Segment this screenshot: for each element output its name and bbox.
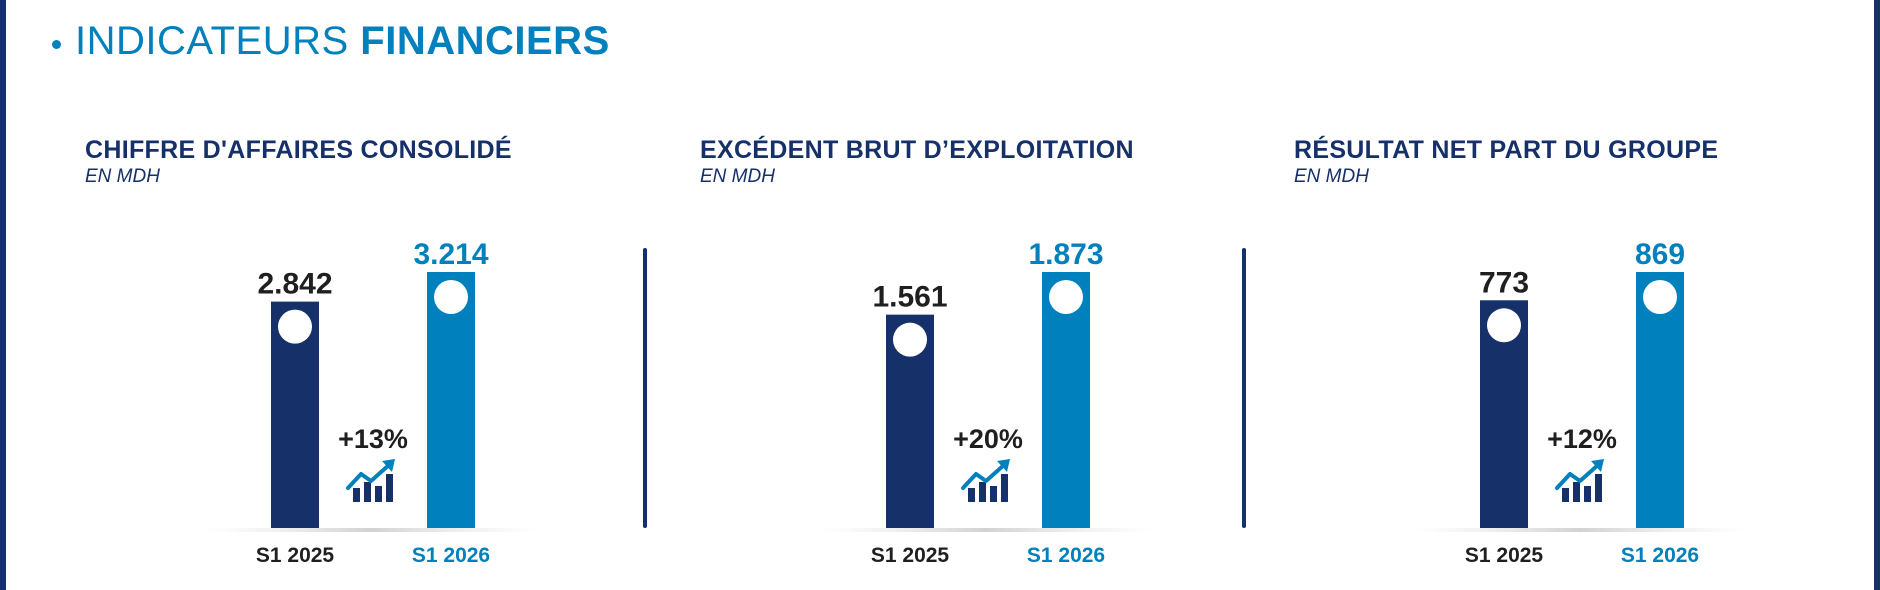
category-label: S1 2025 [1465, 544, 1544, 567]
icon-trend-line [346, 463, 391, 490]
icon-column [1595, 474, 1602, 502]
bar-value-label: 869 [1635, 238, 1685, 271]
icon-column [968, 488, 975, 502]
icon-column [1573, 482, 1580, 502]
page-header: INDICATEURS FINANCIERS [52, 16, 610, 66]
bar-dot-marker [893, 322, 927, 357]
page-title-light: INDICATEURS [75, 18, 349, 63]
title-bullet [52, 39, 61, 49]
change-percent-label: +20% [953, 424, 1023, 454]
page-title: INDICATEURS FINANCIERS [75, 19, 610, 64]
bar-value-label: 773 [1479, 266, 1529, 299]
bar-s1-2026 [1636, 272, 1684, 528]
icon-column [979, 482, 986, 502]
left-edge-bar [0, 0, 6, 590]
icon-column [364, 482, 371, 502]
bar-chart-net-income: 773 S1 2025 869 S1 2026 +12% [1414, 238, 1746, 567]
chart-panel-revenue: CHIFFRE D'AFFAIRES CONSOLIDÉ EN MDH 2.84… [85, 130, 645, 590]
chart-floor-shadow [820, 528, 1152, 532]
panel-divider-1 [643, 248, 647, 528]
panel-divider-2 [1242, 248, 1246, 528]
icon-arrow-head [997, 459, 1010, 472]
bar-value-label: 2.842 [257, 268, 332, 301]
bar-dot-marker [278, 309, 312, 344]
bar-chart-revenue: 2.842 S1 2025 3.214 S1 2026 +13% [205, 238, 537, 567]
page-title-bold: FINANCIERS [360, 18, 610, 63]
category-label: S1 2025 [871, 544, 950, 567]
icon-trend-line [1555, 463, 1600, 490]
icon-arrow-head [1591, 459, 1604, 472]
bar-dot-marker [1487, 308, 1521, 343]
icon-trend-line [961, 463, 1006, 490]
chart-growth-arrow-icon [1555, 459, 1604, 502]
chart-subtitle: EN MDH [1294, 166, 1369, 187]
bar-value-label: 3.214 [413, 238, 488, 271]
chart-title: EXCÉDENT BRUT D’EXPLOITATION [700, 136, 1134, 164]
icon-column [1584, 486, 1591, 502]
chart-title: RÉSULTAT NET PART DU GROUPE [1294, 136, 1719, 164]
bar-value-label: 1.561 [872, 281, 947, 314]
category-label: S1 2026 [1027, 544, 1105, 567]
chart-panel-ebitda: EXCÉDENT BRUT D’EXPLOITATION EN MDH 1.56… [700, 130, 1260, 590]
chart-panel-net-income: RÉSULTAT NET PART DU GROUPE EN MDH 773 S1… [1294, 130, 1854, 590]
chart-floor-shadow [1414, 528, 1746, 532]
chart-floor-shadow [205, 528, 537, 532]
chart-subtitle: EN MDH [700, 166, 775, 187]
bar-dot-marker [1643, 280, 1677, 314]
category-label: S1 2025 [256, 544, 335, 567]
bar-s1-2026 [427, 272, 475, 528]
bar-dot-marker [434, 280, 468, 314]
chart-subtitle: EN MDH [85, 166, 160, 187]
icon-column [1001, 474, 1008, 502]
right-edge-bar [1874, 0, 1880, 590]
bar-s1-2026 [1042, 272, 1090, 528]
chart-title: CHIFFRE D'AFFAIRES CONSOLIDÉ [85, 136, 512, 164]
change-percent-label: +13% [338, 424, 408, 454]
change-percent-label: +12% [1547, 424, 1617, 454]
category-label: S1 2026 [412, 544, 490, 567]
bar-value-label: 1.873 [1028, 238, 1103, 271]
icon-column [990, 486, 997, 502]
icon-arrow-head [382, 459, 395, 472]
icon-column [375, 486, 382, 502]
icon-column [1562, 488, 1569, 502]
category-label: S1 2026 [1621, 544, 1699, 567]
chart-growth-arrow-icon [961, 459, 1010, 502]
icon-column [353, 488, 360, 502]
bar-dot-marker [1049, 280, 1083, 314]
chart-growth-arrow-icon [346, 459, 395, 502]
bar-chart-ebitda: 1.561 S1 2025 1.873 S1 2026 +20% [820, 238, 1152, 567]
icon-column [386, 474, 393, 502]
